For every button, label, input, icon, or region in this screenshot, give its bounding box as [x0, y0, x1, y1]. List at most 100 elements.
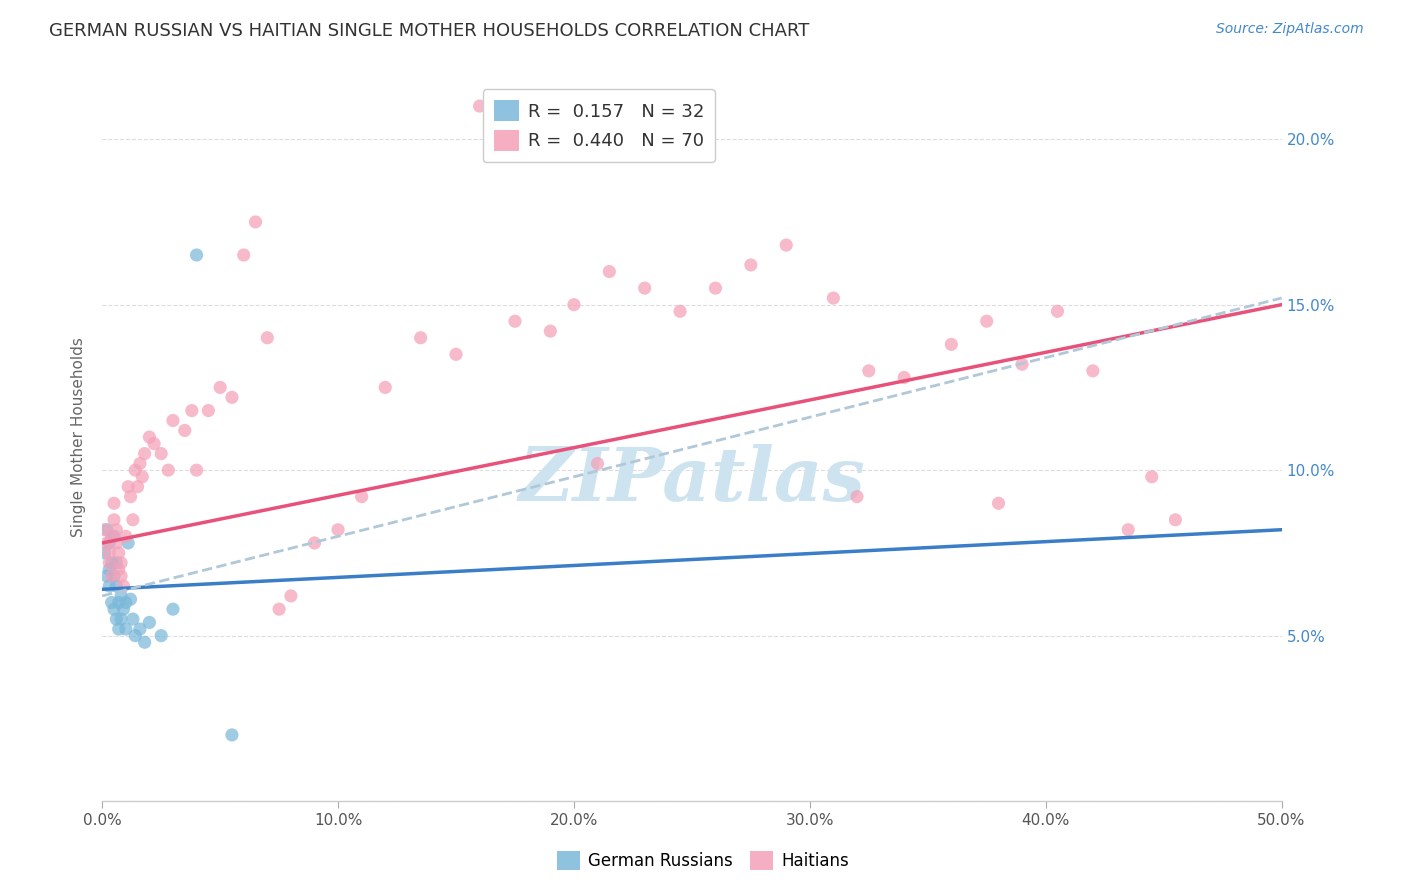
Point	[134, 447, 156, 461]
Point	[103, 569, 125, 583]
Point	[122, 612, 145, 626]
Point	[1011, 357, 1033, 371]
Point	[107, 596, 129, 610]
Point	[138, 615, 160, 630]
Point	[117, 480, 139, 494]
Point	[162, 602, 184, 616]
Point	[598, 264, 620, 278]
Point	[256, 331, 278, 345]
Point	[232, 248, 254, 262]
Point	[858, 364, 880, 378]
Point	[110, 589, 132, 603]
Point	[134, 635, 156, 649]
Point	[503, 314, 526, 328]
Point	[120, 592, 142, 607]
Point	[326, 523, 349, 537]
Point	[157, 463, 180, 477]
Point	[124, 463, 146, 477]
Point	[98, 562, 121, 576]
Point	[103, 513, 125, 527]
Point	[100, 529, 122, 543]
Point	[186, 248, 208, 262]
Point	[1046, 304, 1069, 318]
Point	[775, 238, 797, 252]
Point	[538, 324, 561, 338]
Point	[98, 579, 121, 593]
Point	[112, 579, 135, 593]
Point	[114, 529, 136, 543]
Point	[893, 370, 915, 384]
Point	[1164, 513, 1187, 527]
Point	[846, 490, 869, 504]
Point	[103, 529, 125, 543]
Point	[269, 602, 291, 616]
Legend: R =  0.157   N = 32, R =  0.440   N = 70: R = 0.157 N = 32, R = 0.440 N = 70	[482, 89, 716, 161]
Text: GERMAN RUSSIAN VS HAITIAN SINGLE MOTHER HOUSEHOLDS CORRELATION CHART: GERMAN RUSSIAN VS HAITIAN SINGLE MOTHER …	[49, 22, 810, 40]
Point	[107, 546, 129, 560]
Point	[409, 331, 432, 345]
Point	[120, 490, 142, 504]
Point	[96, 536, 118, 550]
Point	[100, 556, 122, 570]
Point	[131, 470, 153, 484]
Point	[374, 380, 396, 394]
Point	[150, 629, 173, 643]
Point	[245, 215, 267, 229]
Point	[98, 556, 121, 570]
Point	[704, 281, 727, 295]
Point	[1140, 470, 1163, 484]
Point	[105, 536, 128, 550]
Point	[221, 728, 243, 742]
Point	[105, 612, 128, 626]
Point	[304, 536, 326, 550]
Point	[941, 337, 963, 351]
Point	[444, 347, 467, 361]
Point	[112, 602, 135, 616]
Point	[129, 622, 152, 636]
Point	[122, 513, 145, 527]
Point	[823, 291, 845, 305]
Point	[103, 602, 125, 616]
Point	[105, 556, 128, 570]
Point	[98, 546, 121, 560]
Point	[127, 480, 149, 494]
Point	[105, 523, 128, 537]
Legend: German Russians, Haitians: German Russians, Haitians	[550, 844, 856, 877]
Point	[143, 436, 166, 450]
Text: ZIPatlas: ZIPatlas	[519, 444, 865, 517]
Point	[350, 490, 373, 504]
Point	[186, 463, 208, 477]
Y-axis label: Single Mother Households: Single Mother Households	[72, 337, 86, 537]
Point	[117, 536, 139, 550]
Point	[197, 403, 219, 417]
Point	[93, 546, 115, 560]
Point	[1081, 364, 1104, 378]
Point	[162, 413, 184, 427]
Point	[468, 99, 491, 113]
Point	[110, 612, 132, 626]
Point	[114, 596, 136, 610]
Point	[114, 622, 136, 636]
Point	[562, 298, 585, 312]
Point	[110, 556, 132, 570]
Point	[634, 281, 657, 295]
Point	[138, 430, 160, 444]
Point	[173, 424, 195, 438]
Point	[107, 622, 129, 636]
Point	[150, 447, 173, 461]
Point	[98, 536, 121, 550]
Point	[100, 596, 122, 610]
Point	[129, 457, 152, 471]
Point	[987, 496, 1010, 510]
Point	[976, 314, 998, 328]
Point	[110, 569, 132, 583]
Point	[93, 523, 115, 537]
Point	[124, 629, 146, 643]
Point	[740, 258, 762, 272]
Point	[586, 457, 609, 471]
Point	[280, 589, 302, 603]
Point	[105, 579, 128, 593]
Point	[107, 562, 129, 576]
Point	[669, 304, 692, 318]
Point	[103, 496, 125, 510]
